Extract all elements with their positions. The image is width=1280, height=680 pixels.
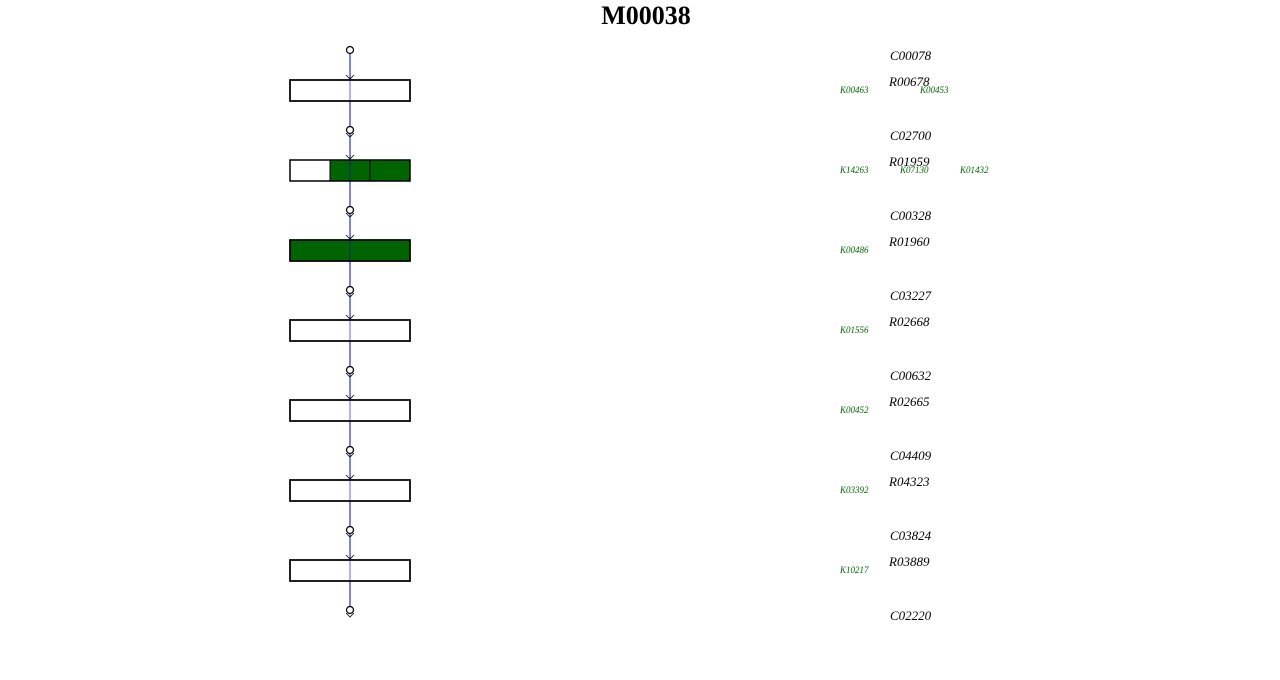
arrowhead	[345, 212, 355, 218]
ko-label: K10217	[839, 565, 869, 575]
ko-label: K03392	[839, 485, 869, 495]
ko-label: K00452	[839, 405, 869, 415]
reaction-label: R03889	[888, 554, 930, 569]
compound-label: C00328	[890, 208, 932, 223]
ko-label: K00486	[839, 245, 869, 255]
arrowhead	[345, 132, 355, 138]
arrowhead	[345, 474, 355, 480]
arrowhead	[345, 554, 355, 560]
arrowhead	[345, 74, 355, 80]
compound-label: C04409	[890, 448, 932, 463]
compound-label: C02700	[890, 128, 932, 143]
ko-label: K00453	[919, 85, 949, 95]
compound-node	[345, 285, 355, 295]
arrowhead	[345, 532, 355, 538]
compound-node	[345, 605, 355, 615]
reaction-label: R01960	[888, 234, 930, 249]
arrowhead	[345, 372, 355, 378]
ko-label: K01556	[839, 325, 869, 335]
compound-label: C02220	[890, 608, 932, 623]
arrowhead	[345, 292, 355, 298]
compound-label: C03824	[890, 528, 932, 543]
compound-label: C00632	[890, 368, 932, 383]
reaction-label: R04323	[888, 474, 930, 489]
reaction-label: R01959	[888, 154, 930, 169]
compound-node	[345, 125, 355, 135]
arrowhead	[345, 612, 355, 618]
enzyme-segment	[289, 159, 331, 182]
compound-label: C00078	[890, 48, 932, 63]
arrowhead	[345, 234, 355, 240]
compound-node	[345, 205, 355, 215]
ko-label: K07130	[899, 165, 929, 175]
arrowhead	[345, 394, 355, 400]
ko-label: K14263	[839, 165, 869, 175]
arrowhead	[345, 452, 355, 458]
compound-node	[345, 45, 355, 55]
compound-node	[345, 365, 355, 375]
reaction-label: R00678	[888, 74, 930, 89]
compound-node	[345, 525, 355, 535]
reaction-label: R02665	[888, 394, 930, 409]
ko-label: K00463	[839, 85, 869, 95]
compound-label: C03227	[890, 288, 932, 303]
arrowhead	[345, 154, 355, 160]
arrowhead	[345, 314, 355, 320]
ko-label: K01432	[959, 165, 989, 175]
enzyme-segment	[369, 159, 411, 182]
reaction-label: R02668	[888, 314, 930, 329]
title: M00038	[601, 1, 691, 30]
compound-node	[345, 445, 355, 455]
